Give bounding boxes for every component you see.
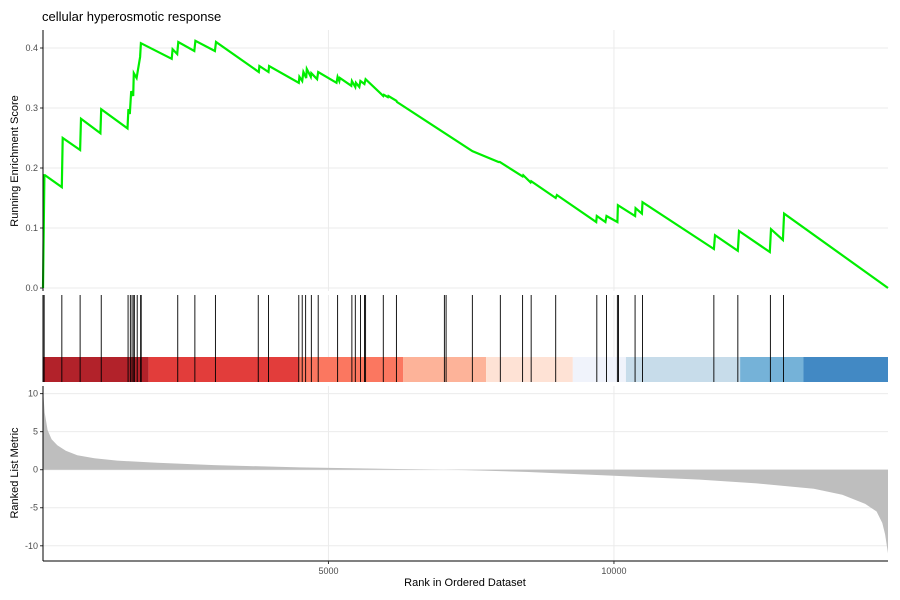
enrichment-y-label: Running Enrichment Score (9, 95, 21, 226)
x-tick-label-1: 10000 (601, 566, 626, 576)
y-tick-label-2: 0.2 (25, 163, 38, 173)
enrichment-panel: 0.0 0.1 0.2 0.3 0.4 Running Enrichment Score (9, 30, 889, 293)
enrichment-y-axis: 0.0 0.1 0.2 0.3 0.4 (25, 43, 43, 293)
color-bar-segment-6 (625, 357, 741, 382)
enrichment-score-line (41, 39, 889, 289)
metric-y-tick-label-2: 0 (33, 465, 38, 475)
color-bar-segment-1 (148, 357, 299, 382)
color-bar-segment-8 (803, 357, 888, 382)
y-tick-label-4: 0.4 (25, 43, 38, 53)
color-bar-segment-0 (43, 357, 149, 382)
enrichment-gridlines (43, 30, 888, 291)
x-axis-label: Rank in Ordered Dataset (404, 577, 526, 589)
metric-y-tick-label-4: -10 (25, 541, 38, 551)
y-tick-label-3: 0.3 (25, 103, 38, 113)
y-tick-label-1: 0.1 (25, 223, 38, 233)
color-bar-segment-2 (298, 357, 404, 382)
y-tick-label-0: 0.0 (25, 283, 38, 293)
metric-y-tick-label-3: -5 (30, 503, 38, 513)
gene-hit-lines (43, 295, 784, 382)
x-axis-ticks: 5000 10000 (318, 561, 626, 576)
color-bar-segment-4 (486, 357, 573, 382)
color-bar-segment-5 (572, 357, 626, 382)
metric-y-tick-label-0: 10 (28, 389, 38, 399)
color-bar-segment-7 (740, 357, 804, 382)
chart-title: cellular hyperosmotic response (42, 9, 221, 24)
metric-y-tick-label-1: 5 (33, 427, 38, 437)
x-tick-label-0: 5000 (318, 566, 338, 576)
hits-panel (42, 295, 888, 382)
metric-panel: 10 5 0 -5 -10 5000 10000 Ranked List Metric R… (9, 386, 888, 589)
metric-y-label: Ranked List Metric (9, 427, 21, 519)
metric-y-axis: 10 5 0 -5 -10 (25, 389, 43, 551)
rank-color-bar (43, 357, 888, 382)
ranked-metric-area (43, 389, 888, 554)
